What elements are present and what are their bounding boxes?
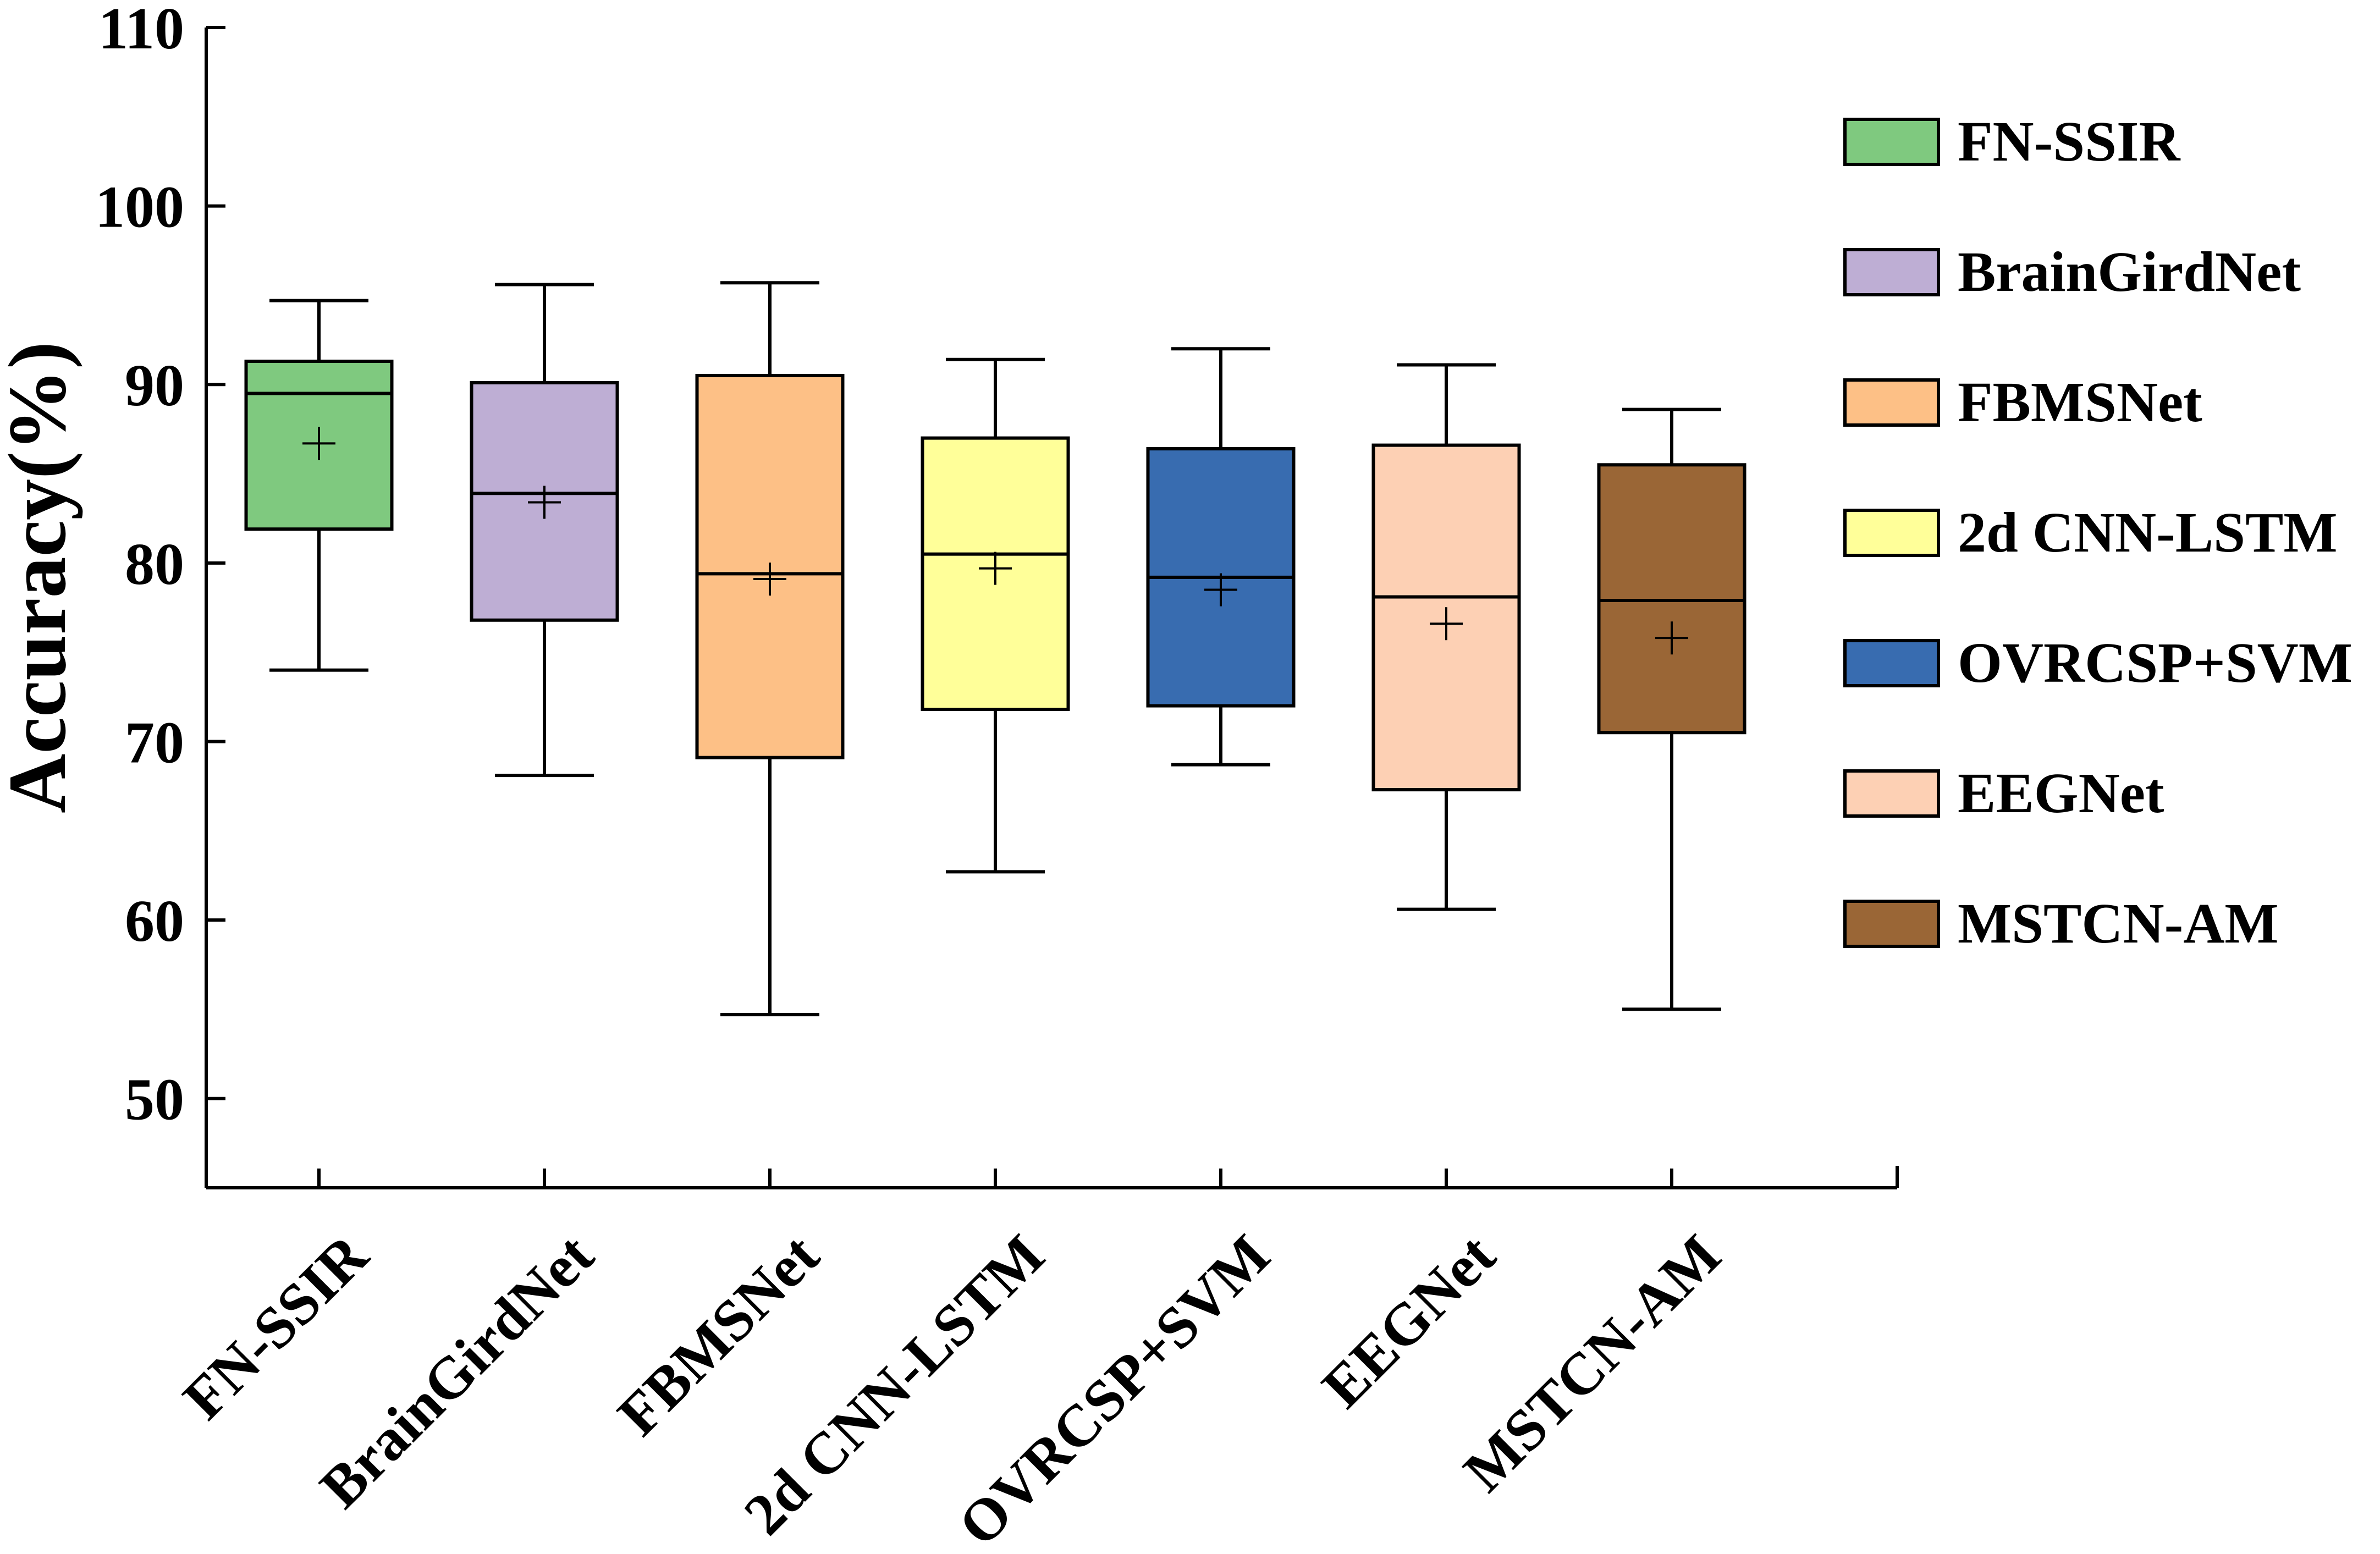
- legend-item: FN-SSIR: [1843, 110, 2181, 173]
- y-tick-label: 50: [125, 1067, 184, 1133]
- y-tick-label: 90: [125, 353, 184, 418]
- legend-label: 2d CNN-LSTM: [1958, 501, 2338, 564]
- legend-swatch: [1843, 378, 1940, 427]
- x-tick-label: FBMSNet: [605, 1222, 831, 1448]
- legend-item: OVRCSP+SVM: [1843, 631, 2353, 695]
- legend-swatch: [1843, 118, 1940, 166]
- legend-swatch: [1843, 900, 1940, 948]
- legend-label: MSTCN-AM: [1958, 892, 2278, 955]
- legend-label: OVRCSP+SVM: [1958, 631, 2353, 695]
- legend-swatch: [1843, 769, 1940, 818]
- legend-label: EEGNet: [1958, 762, 2164, 825]
- legend-label: BrainGirdNet: [1958, 240, 2301, 304]
- legend-swatch: [1843, 639, 1940, 687]
- axes: 50 60 70 80 90 100 110: [95, 0, 1899, 1189]
- legend: FN-SSIR BrainGirdNet FBMSNet 2d CNN-LSTM OVR…: [1843, 110, 2353, 955]
- box-eegnet: EEGNet: [1310, 363, 1521, 1420]
- legend-item: EEGNet: [1843, 762, 2164, 825]
- legend-swatch: [1843, 248, 1940, 296]
- box-fn-ssir: FN-SSIR: [171, 299, 394, 1432]
- y-tick-label: 100: [95, 175, 184, 240]
- iqr-box: [1597, 463, 1747, 735]
- x-tick-label: EEGNet: [1310, 1222, 1508, 1420]
- x-tick-label: FN-SSIR: [171, 1222, 381, 1432]
- y-tick-label: 80: [125, 532, 184, 597]
- legend-swatch: [1843, 509, 1940, 557]
- legend-item: BrainGirdNet: [1843, 240, 2301, 304]
- box-fbmsnet: FBMSNet: [605, 281, 845, 1448]
- y-tick-label: 70: [125, 710, 184, 775]
- legend-item: MSTCN-AM: [1843, 892, 2278, 955]
- y-tick-label: 60: [125, 889, 184, 954]
- legend-item: 2d CNN-LSTM: [1843, 501, 2338, 564]
- legend-item: FBMSNet: [1843, 371, 2202, 434]
- legend-label: FBMSNet: [1958, 371, 2202, 434]
- y-tick-label: 110: [98, 0, 184, 62]
- legend-label: FN-SSIR: [1958, 110, 2181, 173]
- y-axis-label: Accuracy(%): [0, 341, 83, 813]
